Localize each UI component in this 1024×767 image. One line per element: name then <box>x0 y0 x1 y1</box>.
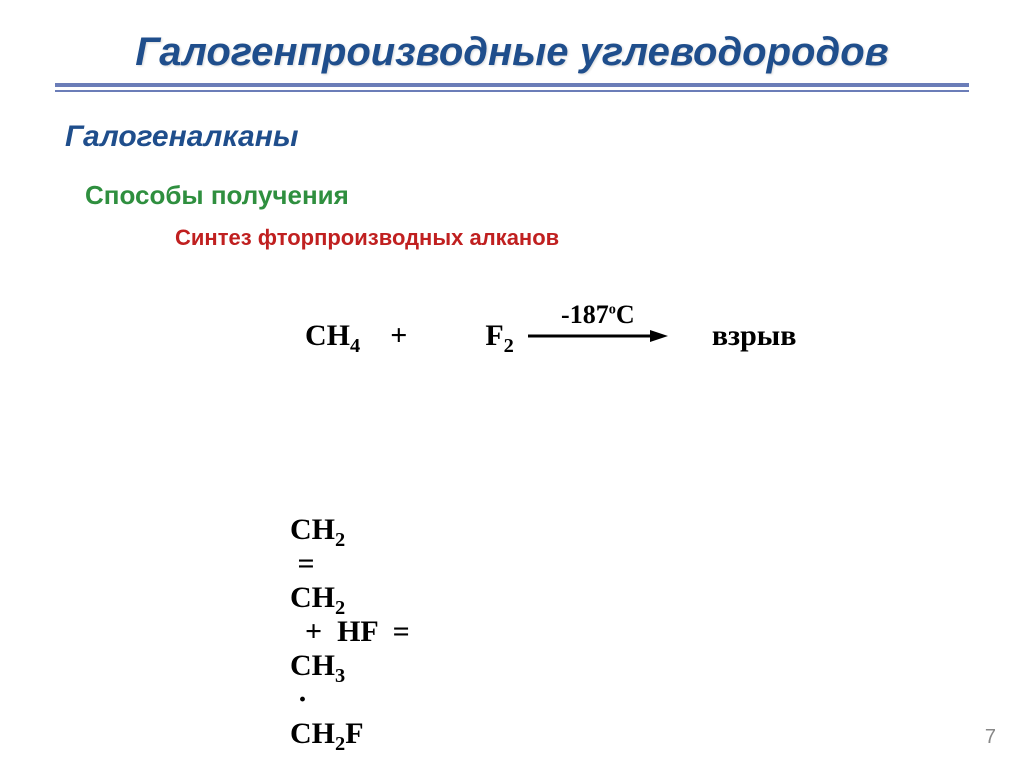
arrow-icon <box>528 328 668 344</box>
eq2-text: CH2 = CH2 + HF = CH3 · CH2F <box>215 445 425 767</box>
equations-area: CH4 + F2 -187oC взрыв <box>155 285 969 767</box>
slide-subtitle: Галогеналканы <box>65 120 969 154</box>
eq1-result: взрыв <box>712 319 797 353</box>
equation-2: CH2 = CH2 + HF = CH3 · CH2F <box>215 445 969 767</box>
section-heading: Способы получения <box>85 180 969 211</box>
eq1-arrow: -187oC <box>528 328 668 344</box>
eq1-reactant-a: CH4 <box>245 285 360 387</box>
title-rule <box>55 83 969 92</box>
subsection-heading: Синтез фторпроизводных алканов <box>175 225 969 251</box>
eq1-reactant-b: F2 <box>425 285 514 387</box>
equation-1: CH4 + F2 -187oC взрыв <box>245 285 969 387</box>
page-number: 7 <box>985 726 996 749</box>
slide-title: Галогенпроизводные углеводородов <box>55 30 969 75</box>
eq1-plus: + <box>390 319 407 353</box>
eq1-arrow-label: -187oC <box>561 300 635 330</box>
slide: Галогенпроизводные углеводородов Галоген… <box>0 0 1024 767</box>
